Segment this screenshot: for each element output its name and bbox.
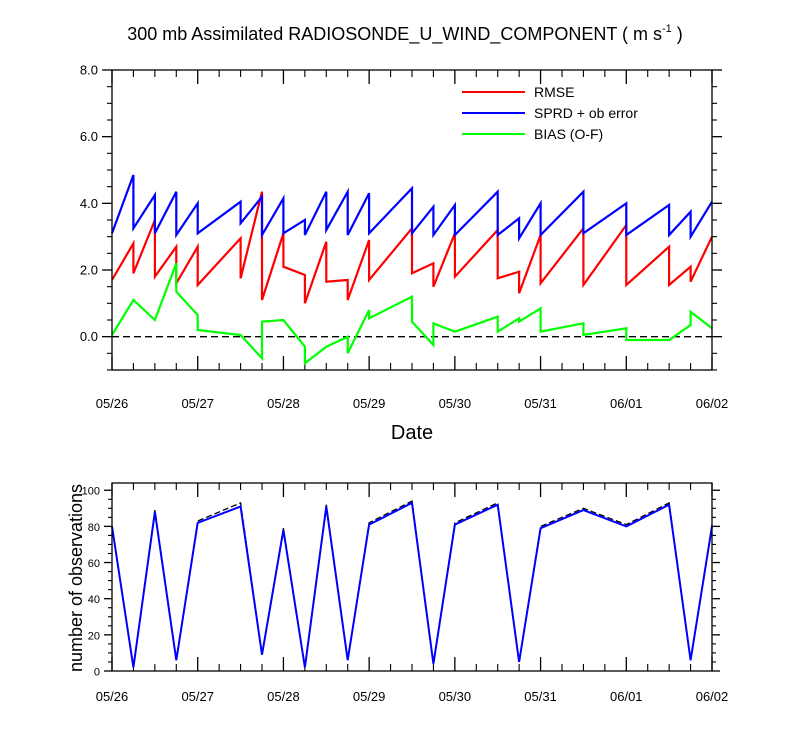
top-plot-frame: [111, 69, 713, 371]
y-tick-label: 4.0: [80, 196, 98, 211]
x-tick-label: 05/30: [439, 689, 472, 704]
x-tick-label: 05/29: [353, 689, 386, 704]
x-tick-label: 05/26: [96, 396, 129, 411]
y-tick-label: 20: [88, 630, 100, 642]
legend-label-2: BIAS (O-F): [534, 126, 603, 142]
x-tick-label: 05/27: [181, 689, 214, 704]
top-y-tick-labels: 0.0 2.0 4.0 6.0 8.0: [80, 63, 98, 345]
x-tick-label: 05/28: [267, 396, 300, 411]
x-tick-label: 06/01: [610, 689, 643, 704]
top-plot: 0.0 2.0 4.0 6.0 8.0 05/26 05/27 05/28 05/29 05/3…: [80, 63, 728, 445]
x-tick-label: 05/31: [524, 689, 557, 704]
y-axis-label: number of observations: [66, 484, 86, 672]
y-tick-label: 60: [88, 558, 100, 570]
series-line-0: [111, 500, 713, 668]
series-line-2: [111, 262, 713, 366]
y-tick-label: 100: [82, 486, 100, 498]
y-tick-label: 0: [94, 667, 100, 679]
top-tick-marks: [102, 69, 722, 371]
x-tick-label: 05/31: [524, 396, 557, 411]
series-line-1: [111, 501, 713, 668]
x-tick-label: 05/27: [181, 396, 214, 411]
y-tick-label: 80: [88, 522, 100, 534]
top-x-tick-labels: 05/26 05/27 05/28 05/29 05/30 05/31 06/01 06/02: [96, 396, 729, 411]
series-line-1: [110, 174, 713, 243]
bottom-tick-marks: [104, 483, 720, 672]
x-tick-label: 05/28: [267, 689, 300, 704]
legend-label-1: SPRD + ob error: [534, 105, 638, 121]
y-tick-label: 40: [88, 594, 100, 606]
top-series-group: [110, 174, 713, 366]
y-tick-label: 8.0: [80, 63, 98, 78]
bottom-plot-frame: [111, 482, 713, 672]
bottom-y-tick-labels: 0 20 40 60 80 100: [82, 486, 100, 679]
x-tick-label: 05/29: [353, 396, 386, 411]
series-line-0: [111, 191, 713, 304]
x-tick-label: 06/02: [696, 689, 729, 704]
x-tick-label: 06/01: [610, 396, 643, 411]
x-tick-label: 05/30: [439, 396, 472, 411]
legend: RMSE SPRD + ob error BIAS (O-F): [462, 84, 638, 142]
bottom-x-tick-labels: 05/26 05/27 05/28 05/29 05/30 05/31 06/01 06/02: [96, 689, 729, 704]
x-tick-label: 06/02: [696, 396, 729, 411]
y-tick-label: 6.0: [80, 129, 98, 144]
y-tick-label: 2.0: [80, 263, 98, 278]
x-tick-label: 05/26: [96, 689, 129, 704]
x-axis-label: Date: [391, 422, 433, 444]
chart-title: 300 mb Assimilated RADIOSONDE_U_WIND_COM…: [127, 23, 683, 45]
legend-label-0: RMSE: [534, 84, 574, 100]
bottom-series-group: [111, 500, 713, 668]
y-tick-label: 0.0: [80, 329, 98, 344]
